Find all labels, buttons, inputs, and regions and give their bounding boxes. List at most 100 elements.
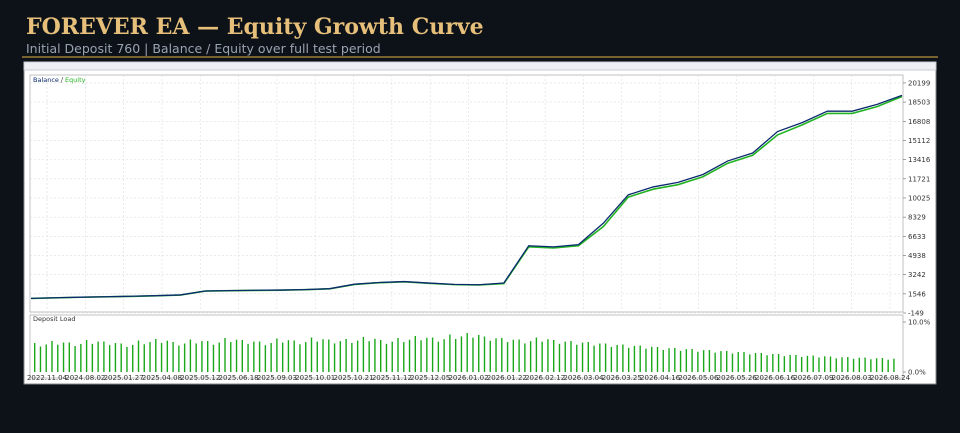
bar — [795, 355, 797, 372]
bar — [166, 340, 169, 372]
bar — [708, 350, 711, 372]
bar — [766, 355, 768, 372]
page-title: FOREVER EA — Equity Growth Curve — [26, 14, 484, 40]
bar — [645, 348, 647, 372]
bar — [287, 340, 290, 372]
y-tick-label: 15112 — [908, 137, 930, 145]
bar — [270, 343, 272, 372]
bar — [62, 342, 65, 372]
bar — [356, 340, 359, 372]
x-tick-label: 2026.06.16 — [755, 374, 796, 382]
bar — [639, 345, 641, 372]
legend: Balance Equity — [33, 76, 86, 84]
bar — [518, 339, 520, 372]
bar — [789, 354, 791, 372]
bar — [870, 359, 872, 372]
bar — [172, 342, 174, 372]
bar — [691, 349, 693, 372]
bar — [310, 337, 313, 372]
x-tick-label: 2026.05.26 — [717, 374, 758, 382]
bar — [489, 340, 491, 372]
bar — [581, 342, 584, 372]
x-tick-label: 2024.08.02 — [65, 374, 105, 382]
legend-separator — [60, 76, 64, 84]
bar — [478, 334, 480, 372]
y-tick-label: 1546 — [908, 290, 926, 298]
bar — [593, 345, 595, 372]
bar — [108, 345, 111, 372]
y-tick-label: -149 — [908, 310, 924, 318]
bar — [726, 351, 728, 372]
x-tick-label: 2026.05.06 — [678, 374, 719, 382]
bar — [506, 342, 509, 372]
bar — [760, 353, 762, 372]
bar — [137, 340, 140, 372]
bar — [720, 351, 722, 372]
bar — [51, 341, 53, 372]
x-tick-label: 2025.11.12 — [372, 374, 412, 382]
bar — [674, 348, 676, 372]
bar — [547, 339, 549, 372]
y-tick-label: 3242 — [908, 271, 926, 279]
bar — [800, 357, 803, 372]
bar — [380, 340, 382, 372]
bar — [651, 346, 653, 372]
bar — [224, 338, 226, 372]
y-tick-label: 11721 — [908, 175, 930, 183]
bar — [841, 357, 843, 372]
load-title: Deposit Load — [33, 315, 76, 323]
bar — [281, 342, 284, 372]
bar — [155, 339, 157, 372]
bar — [662, 350, 664, 372]
bar — [426, 337, 428, 372]
bar — [391, 341, 393, 372]
bar — [258, 341, 261, 372]
bar — [39, 346, 42, 372]
bar — [276, 338, 278, 372]
bar — [881, 358, 884, 372]
bar — [553, 340, 555, 372]
x-tick-label: 2026.08.24 — [870, 374, 911, 382]
bar — [132, 344, 134, 372]
bar — [91, 343, 94, 372]
bar — [85, 340, 88, 372]
bar — [207, 341, 209, 372]
bar — [126, 346, 128, 372]
x-tick-label: 2025.05.12 — [180, 374, 220, 382]
bar — [783, 356, 786, 372]
bar — [570, 341, 572, 372]
bar — [604, 343, 607, 372]
x-tick-label: 2025.04.08 — [142, 374, 182, 382]
bar — [328, 339, 330, 372]
bar — [293, 340, 295, 372]
bar — [599, 343, 601, 372]
bar — [218, 342, 220, 372]
bar — [374, 338, 376, 372]
bar — [431, 337, 434, 372]
bar — [368, 341, 370, 372]
bar — [501, 338, 503, 372]
x-tick-label: 2026.07.09 — [793, 374, 833, 382]
bar — [875, 358, 878, 372]
y-tick-label: 10.0% — [908, 319, 931, 327]
bar — [535, 337, 538, 372]
x-tick-label: 2025.09.03 — [257, 374, 297, 382]
bar — [316, 341, 318, 372]
chart-panel — [23, 61, 937, 385]
bar — [616, 344, 618, 372]
bar — [333, 343, 336, 372]
bar — [80, 343, 82, 372]
x-tick-label: 2026.01.22 — [487, 374, 527, 382]
bar — [737, 352, 739, 372]
bar — [362, 337, 365, 372]
load-frame — [29, 314, 904, 379]
bar — [587, 342, 589, 372]
page-subtitle: Initial Deposit 760 | Balance / Equity o… — [26, 41, 381, 56]
x-tick-label: 2026.04.16 — [640, 374, 681, 382]
bar — [149, 342, 151, 372]
bar — [818, 357, 820, 372]
bar — [212, 344, 215, 372]
bar — [322, 339, 324, 372]
y-tick-label: 4938 — [908, 252, 926, 260]
bar — [564, 341, 566, 372]
